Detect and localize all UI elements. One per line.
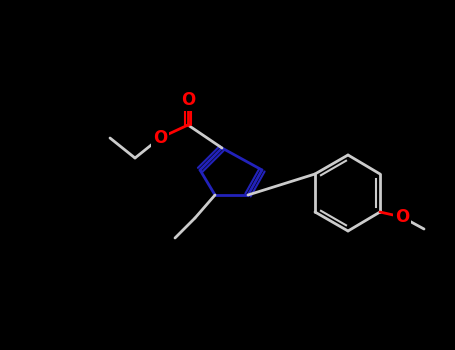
Text: O: O: [153, 129, 167, 147]
Text: O: O: [395, 208, 409, 226]
Text: O: O: [181, 91, 195, 109]
